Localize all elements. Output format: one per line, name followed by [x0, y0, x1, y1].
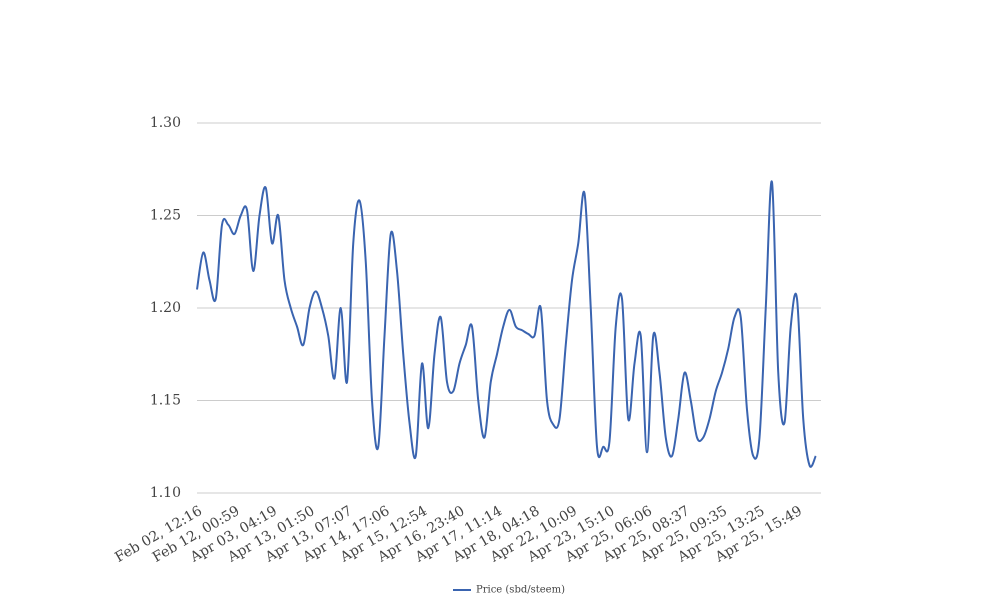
price-line	[196, 180, 817, 468]
y-tick-label: 1.20	[150, 300, 181, 316]
y-tick-label: 1.15	[150, 393, 181, 409]
y-tick-label: 1.10	[150, 485, 181, 501]
legend-label: Price (sbd/steem)	[476, 585, 565, 596]
y-tick-label: 1.25	[150, 208, 181, 224]
y-tick-label: 1.30	[150, 115, 181, 131]
